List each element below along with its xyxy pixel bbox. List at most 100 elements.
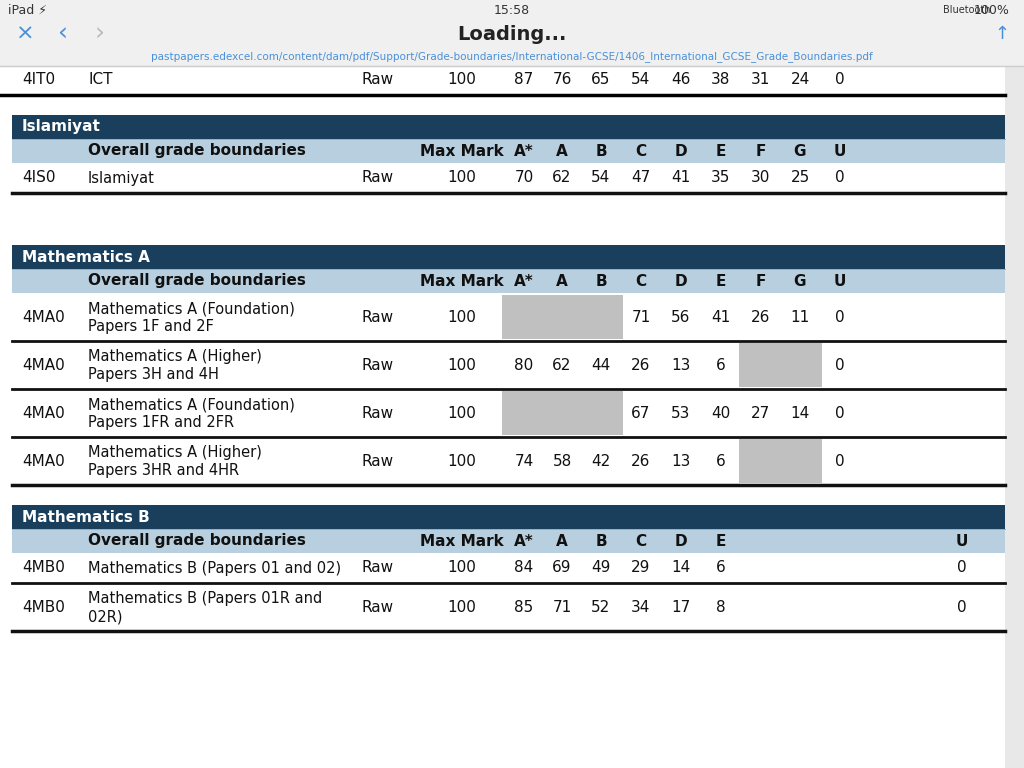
Text: ICT: ICT: [88, 72, 113, 88]
Text: Raw: Raw: [361, 406, 394, 421]
Text: 67: 67: [632, 406, 650, 421]
Text: 62: 62: [552, 357, 571, 372]
Text: Mathematics A (Foundation): Mathematics A (Foundation): [88, 302, 295, 316]
Text: A*: A*: [514, 273, 534, 289]
Text: pastpapers.edexcel.com/content/dam/pdf/Support/Grade-boundaries/International-GC: pastpapers.edexcel.com/content/dam/pdf/S…: [152, 51, 872, 62]
Text: 85: 85: [514, 600, 534, 614]
Text: 100: 100: [447, 561, 476, 575]
Text: Overall grade boundaries: Overall grade boundaries: [88, 273, 306, 289]
Text: 71: 71: [632, 310, 650, 325]
Text: Raw: Raw: [361, 72, 394, 88]
Text: Raw: Raw: [361, 170, 394, 186]
Text: 69: 69: [552, 561, 571, 575]
Text: 53: 53: [672, 406, 690, 421]
Text: 13: 13: [672, 357, 690, 372]
Text: 54: 54: [632, 72, 650, 88]
Text: 70: 70: [514, 170, 534, 186]
Text: A: A: [556, 144, 568, 158]
Text: C: C: [636, 144, 646, 158]
Text: 71: 71: [552, 600, 571, 614]
Text: Mathematics A (Higher): Mathematics A (Higher): [88, 349, 262, 365]
Bar: [12, 341, 1005, 389]
Text: 24: 24: [791, 72, 810, 88]
Text: A: A: [556, 534, 568, 548]
Text: 6: 6: [716, 357, 726, 372]
Text: 11: 11: [791, 310, 810, 325]
Text: Islamiyat: Islamiyat: [22, 120, 101, 134]
Text: B: B: [595, 144, 607, 158]
Text: 87: 87: [514, 72, 534, 88]
Text: ↑: ↑: [994, 25, 1010, 43]
Text: 6: 6: [716, 561, 726, 575]
Text: 26: 26: [752, 310, 771, 325]
Text: 65: 65: [591, 72, 610, 88]
Text: 49: 49: [591, 561, 610, 575]
Text: A: A: [556, 273, 568, 289]
Text: 100%: 100%: [974, 4, 1010, 16]
Text: 0: 0: [957, 561, 967, 575]
Text: U: U: [955, 534, 968, 548]
Text: Bluetooth: Bluetooth: [942, 5, 990, 15]
Text: 100: 100: [447, 310, 476, 325]
Bar: [12, 163, 1005, 193]
Text: Max Mark: Max Mark: [420, 273, 504, 289]
Bar: [12, 293, 1005, 341]
Text: 26: 26: [632, 357, 650, 372]
Text: Raw: Raw: [361, 453, 394, 468]
Bar: [1005, 66, 1024, 768]
Text: 100: 100: [447, 453, 476, 468]
Text: Overall grade boundaries: Overall grade boundaries: [88, 144, 306, 158]
Text: B: B: [595, 273, 607, 289]
Text: G: G: [794, 273, 806, 289]
Text: 74: 74: [514, 453, 534, 468]
Text: 42: 42: [592, 453, 610, 468]
Bar: [12, 269, 1005, 293]
Text: 14: 14: [791, 406, 810, 421]
Bar: [0, 20, 1024, 48]
Bar: [12, 115, 1005, 139]
Bar: [12, 505, 1005, 529]
Text: Mathematics B (Papers 01R and: Mathematics B (Papers 01R and: [88, 591, 323, 607]
Text: F: F: [756, 273, 766, 289]
Text: Loading...: Loading...: [458, 25, 566, 44]
Text: ›: ›: [95, 22, 105, 46]
Text: 0: 0: [836, 72, 845, 88]
Text: D: D: [675, 534, 687, 548]
Text: Papers 3H and 4H: Papers 3H and 4H: [88, 368, 219, 382]
Text: F: F: [756, 144, 766, 158]
Text: U: U: [834, 273, 846, 289]
Bar: [502, 295, 623, 339]
Bar: [12, 389, 1005, 437]
Text: 4MA0: 4MA0: [22, 453, 65, 468]
Text: Overall grade boundaries: Overall grade boundaries: [88, 534, 306, 548]
Text: 0: 0: [836, 357, 845, 372]
Bar: [12, 529, 1005, 553]
Text: Max Mark: Max Mark: [420, 144, 504, 158]
Text: 0: 0: [836, 453, 845, 468]
Text: Raw: Raw: [361, 600, 394, 614]
Text: Raw: Raw: [361, 561, 394, 575]
Text: 84: 84: [514, 561, 534, 575]
Text: 0: 0: [836, 406, 845, 421]
Text: 76: 76: [552, 72, 571, 88]
Text: Raw: Raw: [361, 357, 394, 372]
Text: B: B: [595, 534, 607, 548]
Bar: [12, 583, 1005, 631]
Bar: [12, 437, 1005, 485]
Text: Mathematics A (Higher): Mathematics A (Higher): [88, 445, 262, 461]
Text: 44: 44: [592, 357, 610, 372]
Text: 8: 8: [716, 600, 726, 614]
Text: Papers 1F and 2F: Papers 1F and 2F: [88, 319, 214, 335]
Text: D: D: [675, 144, 687, 158]
Text: 17: 17: [672, 600, 690, 614]
Bar: [739, 343, 822, 387]
Text: 29: 29: [632, 561, 650, 575]
Text: 46: 46: [672, 72, 690, 88]
Text: Papers 1FR and 2FR: Papers 1FR and 2FR: [88, 415, 234, 431]
Text: E: E: [716, 144, 726, 158]
Text: Mathematics B (Papers 01 and 02): Mathematics B (Papers 01 and 02): [88, 561, 341, 575]
Bar: [12, 553, 1005, 583]
Bar: [0, 48, 1024, 66]
Text: 80: 80: [514, 357, 534, 372]
Text: Mathematics A: Mathematics A: [22, 250, 150, 264]
